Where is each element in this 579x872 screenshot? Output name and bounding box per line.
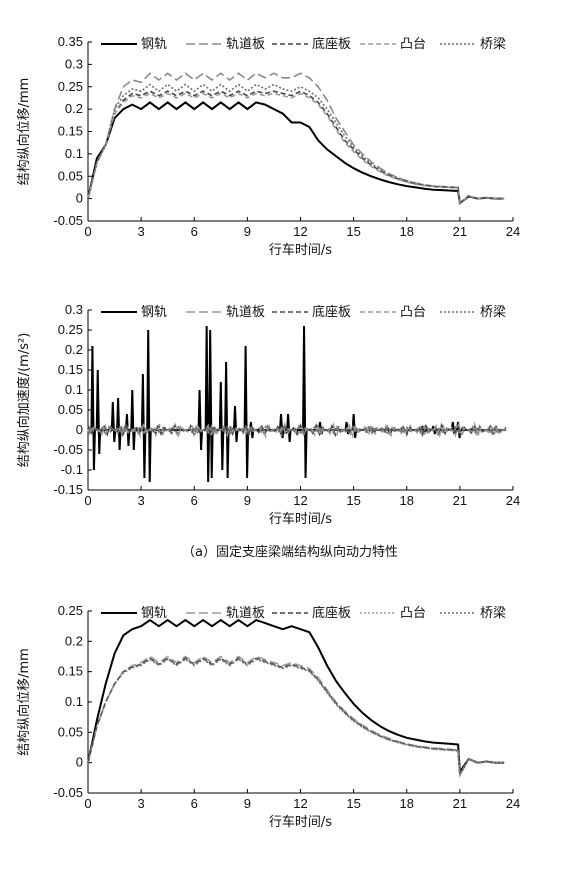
legend-label: 底座板 xyxy=(312,605,351,621)
x-axis-label: 行车时间/s xyxy=(269,814,332,830)
x-tick-label: 24 xyxy=(506,796,520,811)
x-tick-label: 18 xyxy=(400,796,414,811)
x-axis-label: 行车时间/s xyxy=(269,242,332,258)
x-tick-label: 6 xyxy=(191,224,198,239)
y-tick-label: 0.3 xyxy=(65,56,83,71)
series-line-1 xyxy=(87,101,505,205)
x-tick-label: 24 xyxy=(506,493,520,508)
legend-label: 钢轨 xyxy=(141,606,167,621)
legend-label: 轨道板 xyxy=(226,37,265,52)
series-line-2 xyxy=(87,655,505,778)
series-line-4 xyxy=(87,658,505,778)
y-tick-label: 0.1 xyxy=(65,382,83,397)
y-axis-label: 结构纵向位移/mm xyxy=(16,78,32,186)
y-tick-label: 0.25 xyxy=(58,322,83,337)
legend-label: 轨道板 xyxy=(226,606,265,621)
y-tick-label: 0.35 xyxy=(58,34,83,49)
y-tick-label: 0.05 xyxy=(58,168,83,183)
legend-label: 凸台 xyxy=(400,606,426,621)
y-tick-label: 0.2 xyxy=(65,633,83,648)
series-line-1 xyxy=(87,618,505,775)
y-tick-label: 0.05 xyxy=(58,724,83,739)
series-line-3 xyxy=(87,422,507,438)
chart-panel-displacement-b: 0 3 6 9 12 15 18 21 24-0.0500.050.10.150.20.25行车… xyxy=(16,603,520,830)
y-tick-label: 0.15 xyxy=(58,664,83,679)
x-tick-label: 6 xyxy=(191,493,198,508)
y-tick-label: 0.2 xyxy=(65,101,83,116)
chart-panel-displacement-a: 0 3 6 9 12 15 18 21 24-0.0500.050.10.150.20.250.… xyxy=(16,34,520,258)
y-tick-label: -0.05 xyxy=(53,213,83,228)
y-tick-label: 0.2 xyxy=(65,342,83,357)
legend-label: 钢轨 xyxy=(141,37,167,52)
x-tick-label: 21 xyxy=(453,493,467,508)
x-tick-label: 12 xyxy=(293,224,307,239)
y-tick-label: 0.15 xyxy=(58,124,83,139)
x-tick-label: 18 xyxy=(400,493,414,508)
x-tick-label: 18 xyxy=(400,224,414,239)
x-axis-label: 行车时间/s xyxy=(269,511,332,527)
x-tick-label: 9 xyxy=(244,796,251,811)
chart-panel-acceleration-a: 0 3 6 9 12 15 18 21 24 -0.15 -0.1 -0.05 0 0.05 0.1 0.15… xyxy=(16,302,520,527)
y-tick-label: 0.1 xyxy=(65,694,83,709)
y-tick-label: 0.25 xyxy=(58,79,83,94)
y-tick-label: 0.1 xyxy=(65,146,83,161)
y-tick-label: -0.05 xyxy=(53,785,83,800)
x-tick-label: 15 xyxy=(346,493,360,508)
series-line-1 xyxy=(88,325,506,483)
legend-label: 轨道板 xyxy=(226,305,265,320)
series-line-5 xyxy=(87,83,505,205)
x-tick-label: 12 xyxy=(293,796,307,811)
legend-label: 桥梁 xyxy=(480,305,506,320)
x-tick-label: 9 xyxy=(244,224,251,239)
y-axis-label: 结构纵向加速度/(m/s²) xyxy=(16,333,32,468)
x-tick-label: 15 xyxy=(346,224,360,239)
x-tick-label: 9 xyxy=(244,493,251,508)
series-line-5 xyxy=(87,657,505,778)
series-line-3 xyxy=(87,657,505,778)
x-tick-label: 15 xyxy=(346,796,360,811)
x-tick-label: 0 xyxy=(84,493,91,508)
y-tick-label: 0.3 xyxy=(65,302,83,317)
y-axis-label: 结构纵向位移/mm xyxy=(16,648,32,756)
legend-label: 钢轨 xyxy=(141,305,167,320)
x-tick-label: 3 xyxy=(138,493,145,508)
x-tick-label: 3 xyxy=(138,224,145,239)
figure-caption: （a）固定支座梁端结构纵向动力特性 xyxy=(182,544,398,560)
legend-label: 凸台 xyxy=(400,305,426,320)
legend-label: 底座板 xyxy=(312,304,351,320)
x-tick-label: 12 xyxy=(293,493,307,508)
x-tick-label: 6 xyxy=(191,796,198,811)
y-tick-label: 0.15 xyxy=(58,362,83,377)
y-tick-label: -0.15 xyxy=(53,482,83,497)
y-tick-label: -0.05 xyxy=(53,442,83,457)
x-tick-label: 24 xyxy=(506,224,520,239)
y-tick-label: 0 xyxy=(76,422,83,437)
series-line-5 xyxy=(87,424,507,436)
legend-label: 桥梁 xyxy=(480,37,506,52)
x-tick-label: 0 xyxy=(84,224,91,239)
legend-label: 桥梁 xyxy=(480,606,506,621)
x-tick-label: 21 xyxy=(453,796,467,811)
y-tick-label: 0 xyxy=(76,755,83,770)
legend-label: 凸台 xyxy=(400,37,426,52)
x-tick-label: 3 xyxy=(138,796,145,811)
x-tick-label: 0 xyxy=(84,796,91,811)
y-tick-label: 0.05 xyxy=(58,402,83,417)
legend-label: 底座板 xyxy=(312,36,351,52)
x-tick-label: 21 xyxy=(453,224,467,239)
y-tick-label: 0 xyxy=(76,191,83,206)
y-tick-label: -0.1 xyxy=(61,462,83,477)
y-tick-label: 0.25 xyxy=(58,603,83,618)
